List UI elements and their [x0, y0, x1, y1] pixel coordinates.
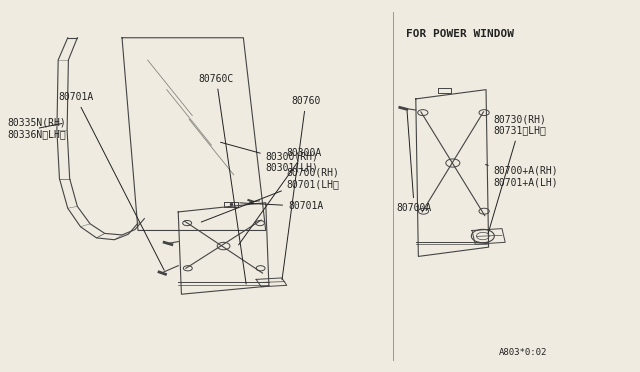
Text: 80730(RH)
80731〈LH〉: 80730(RH) 80731〈LH〉: [488, 114, 547, 233]
Text: 80760C: 80760C: [198, 74, 246, 284]
Text: A803*0:02: A803*0:02: [499, 348, 547, 357]
Text: 80300(RH)
80301(LH): 80300(RH) 80301(LH): [221, 142, 319, 173]
Text: 80701A: 80701A: [58, 92, 164, 270]
Text: 80700(RH)
80701(LH〉: 80700(RH) 80701(LH〉: [201, 168, 340, 222]
Text: 80300A: 80300A: [239, 148, 322, 245]
Text: FOR POWER WINDOW: FOR POWER WINDOW: [406, 29, 514, 39]
Text: 80335N(RH)
80336N〈LH〉: 80335N(RH) 80336N〈LH〉: [7, 118, 66, 140]
Text: 80760: 80760: [282, 96, 321, 280]
Text: 80700A: 80700A: [397, 111, 432, 213]
Text: 80701A: 80701A: [240, 201, 323, 211]
Text: 80700+A(RH)
80701+A(LH): 80700+A(RH) 80701+A(LH): [486, 164, 558, 187]
